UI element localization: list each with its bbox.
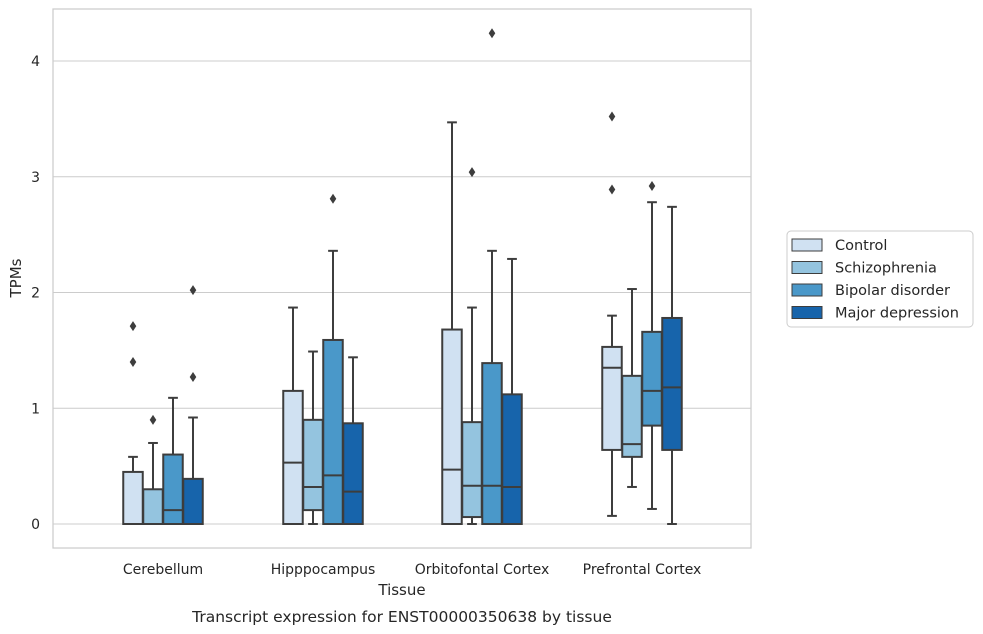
outlier-point [648,181,656,192]
outlier-point [189,371,197,382]
series-major-depression [182,205,683,526]
box [162,453,184,525]
legend-swatch [791,283,823,297]
box [481,362,503,526]
box [441,328,463,526]
box [142,488,164,525]
legend-label: Bipolar disorder [835,283,950,299]
outlier-point [608,111,616,122]
legend-frame [786,230,974,328]
plot-frame [52,8,752,549]
legend-label: Major depression [835,306,959,322]
legend-item: Bipolar disorder [791,283,950,299]
series-bipolar-disorder [162,28,663,526]
box [601,345,623,451]
box-series [122,28,683,526]
x-tick-label: Cerebellum [123,562,203,578]
box [302,418,324,512]
box [342,422,364,525]
legend-item: Schizophrenia [791,261,937,277]
legend-label: Control [835,238,887,254]
outlier-point [468,167,476,178]
box [322,338,344,525]
box [501,393,523,525]
outlier-point [329,193,337,204]
series-control [122,111,623,526]
outlier-point [149,414,157,425]
box [122,470,144,526]
x-tick-label: Hipppocampus [271,562,376,578]
legend-label: Schizophrenia [835,261,937,277]
x-axis-ticks: Cerebellum Hipppocampus Orbitofontal Corte… [123,562,701,578]
y-tick-label: 3 [31,170,40,186]
chart-caption: Transcript expression for ENST0000035063… [191,608,612,626]
box [461,421,483,519]
box [282,389,304,526]
x-tick-label: Prefrontal Cortex [583,562,702,578]
y-tick-label: 0 [31,517,40,533]
legend-item: Control [791,238,887,254]
x-axis-label: Tissue [377,581,425,599]
x-tick-label: Orbitofontal Cortex [415,562,550,578]
outlier-point [129,321,137,332]
y-axis-ticks: 0 1 2 3 4 [31,54,40,533]
outlier-point [488,28,496,39]
legend-swatch [791,261,823,274]
legend-item: Major depression [791,306,959,322]
outlier-point [189,285,197,296]
box [182,477,204,526]
y-axis-label: TPMs [7,258,25,298]
outlier-point [129,356,137,367]
y-tick-label: 1 [31,401,40,417]
box [641,330,663,427]
outlier-point [608,184,616,195]
box [661,316,683,451]
legend-swatch [791,306,823,319]
plot-area [53,9,751,548]
series-schizophrenia [142,167,643,525]
y-tick-label: 2 [31,286,40,302]
legend-swatch [791,238,823,252]
y-tick-label: 4 [31,54,40,70]
legend: Control Schizophrenia Bipolar disorder Majo… [786,230,974,328]
